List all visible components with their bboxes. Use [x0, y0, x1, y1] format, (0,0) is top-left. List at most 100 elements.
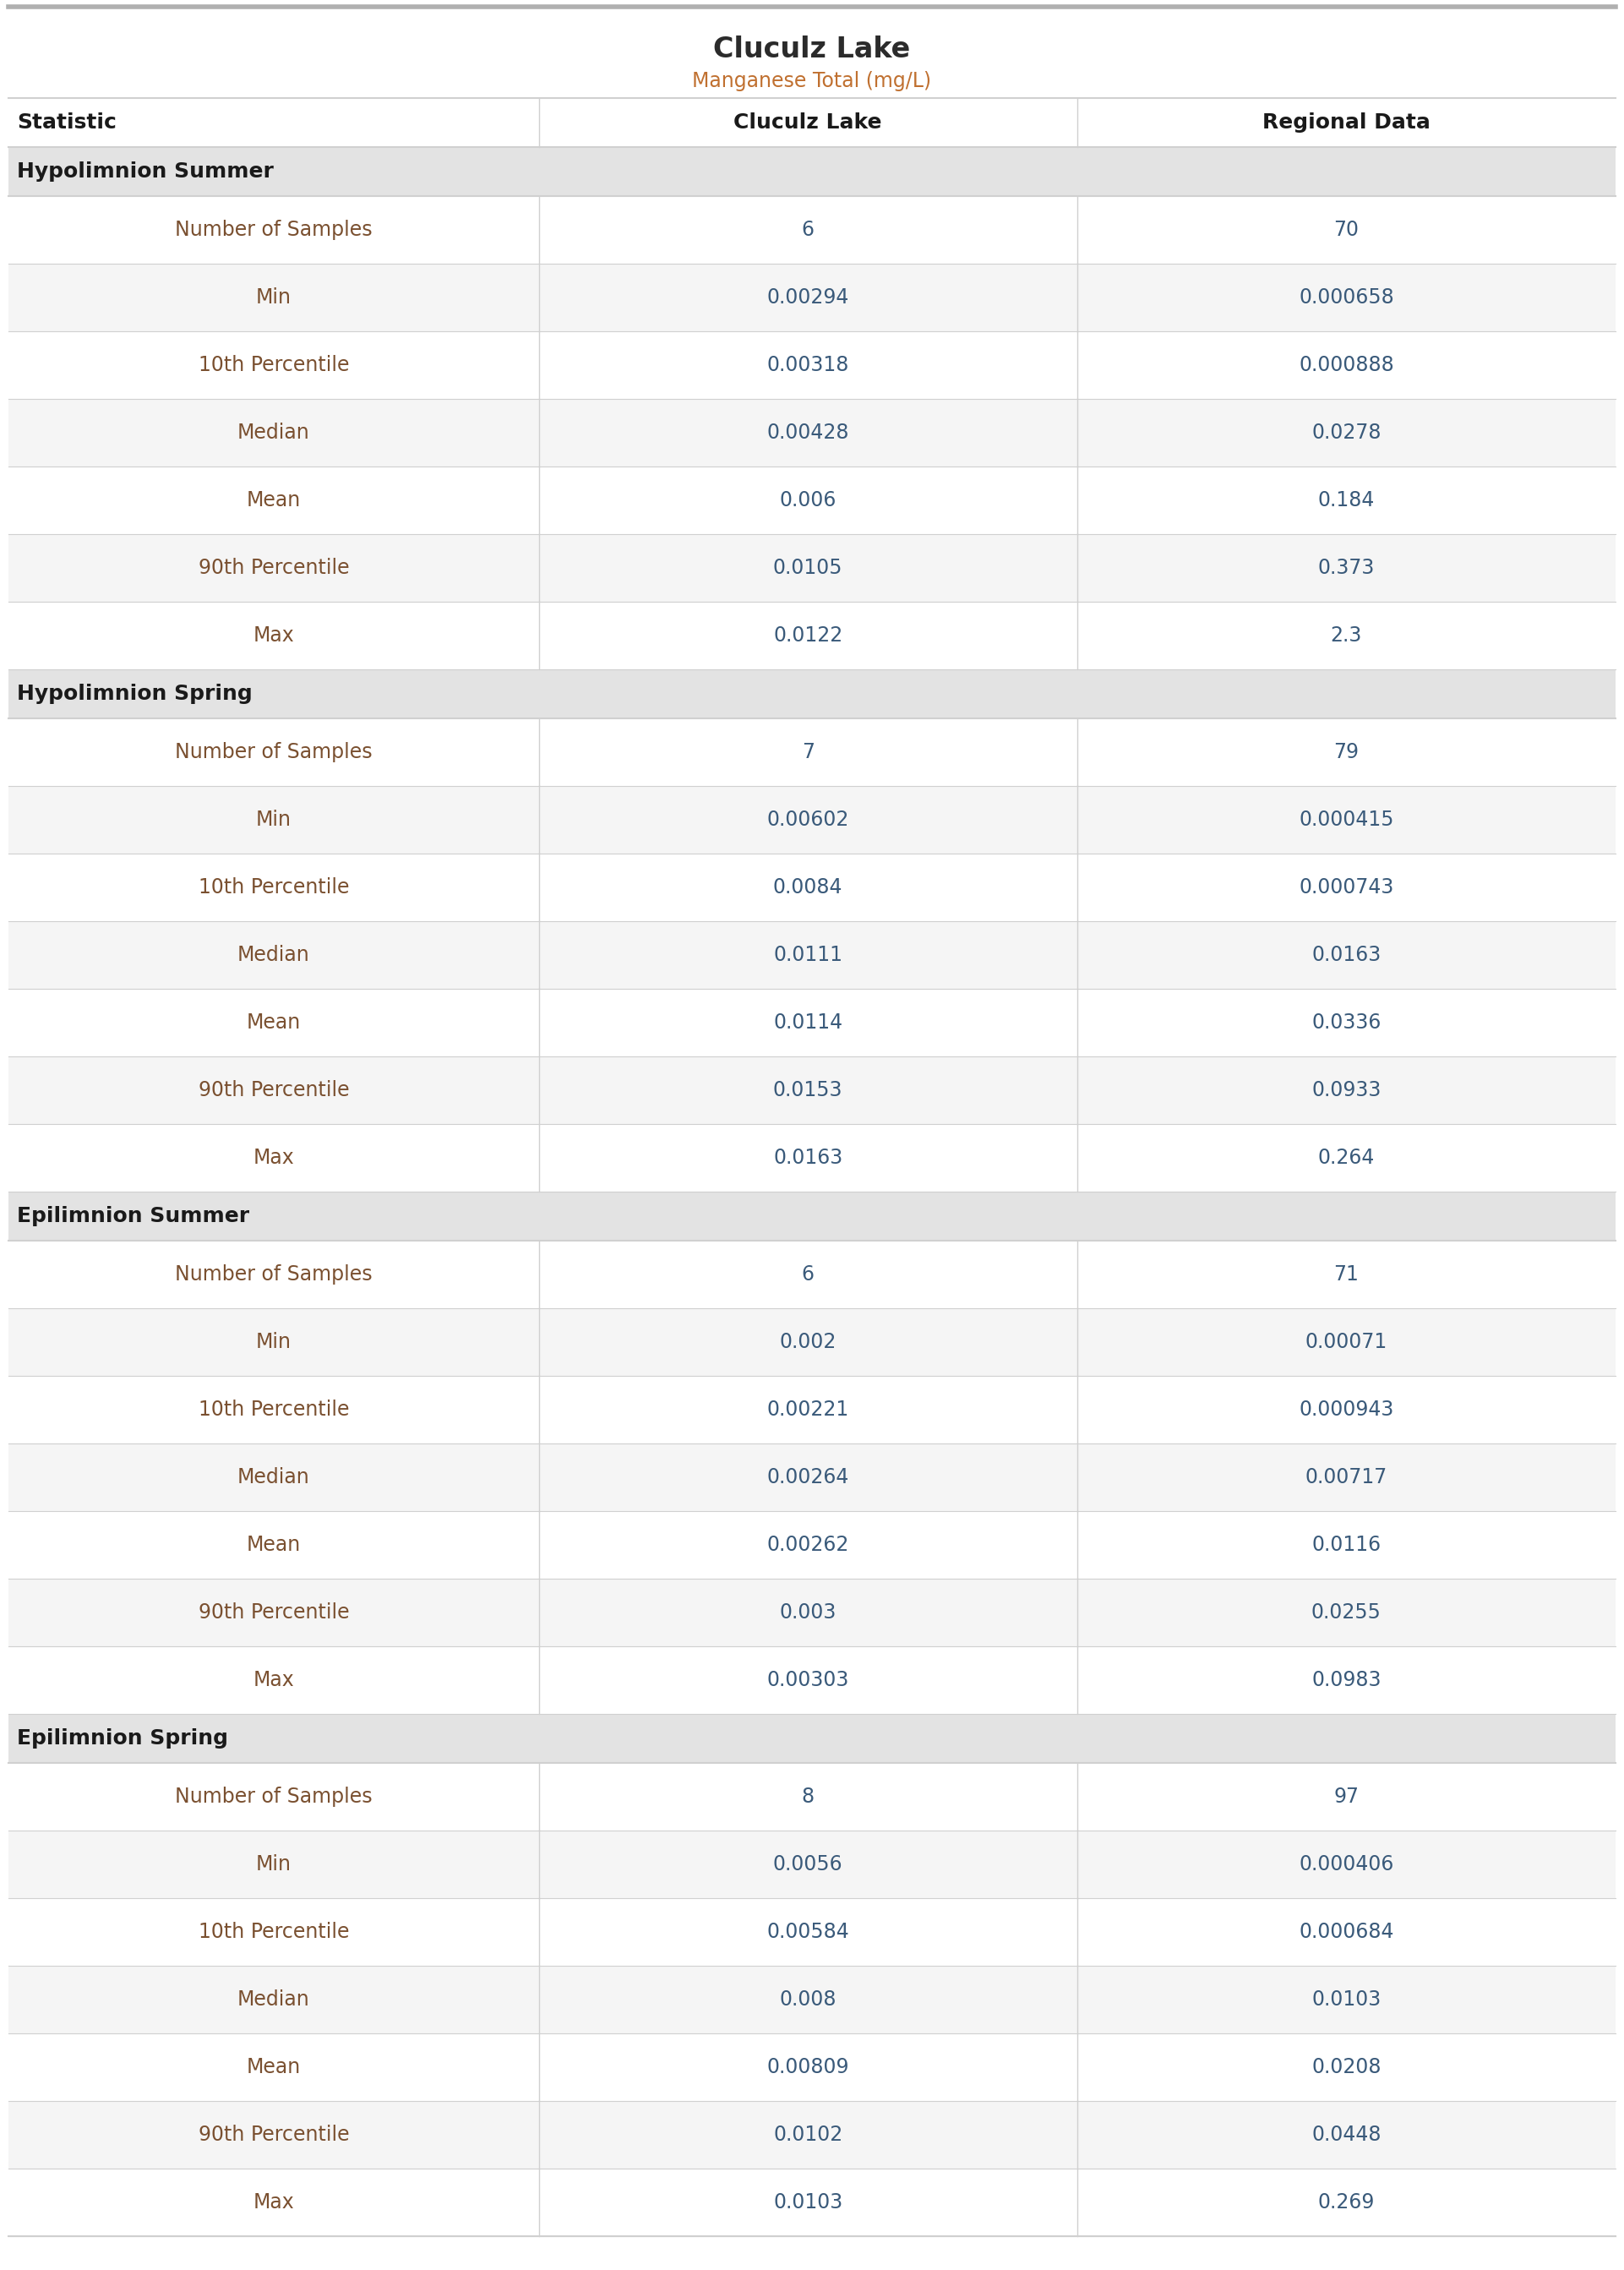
Text: 0.0084: 0.0084 — [773, 876, 843, 897]
Text: 0.0103: 0.0103 — [773, 2193, 843, 2213]
Text: 0.0105: 0.0105 — [773, 558, 843, 579]
Text: 10th Percentile: 10th Percentile — [198, 1401, 349, 1419]
Text: 0.00221: 0.00221 — [767, 1401, 849, 1419]
Bar — [8, 1512, 1616, 1578]
Text: 0.006: 0.006 — [780, 490, 836, 511]
Text: Mean: Mean — [247, 490, 300, 511]
Text: 0.000406: 0.000406 — [1299, 1855, 1393, 1875]
Text: Median: Median — [237, 1466, 310, 1487]
Bar — [8, 670, 1616, 717]
Bar — [8, 1578, 1616, 1646]
Bar — [8, 922, 1616, 990]
Text: 10th Percentile: 10th Percentile — [198, 354, 349, 375]
Text: Number of Samples: Number of Samples — [175, 742, 372, 763]
Bar — [8, 1830, 1616, 1898]
Text: Mean: Mean — [247, 1012, 300, 1033]
Text: 0.0114: 0.0114 — [773, 1012, 843, 1033]
Bar — [8, 1898, 1616, 1966]
Bar — [8, 2102, 1616, 2168]
Text: 0.00584: 0.00584 — [767, 1923, 849, 1943]
Text: 0.0278: 0.0278 — [1312, 422, 1382, 443]
Text: 0.0933: 0.0933 — [1312, 1081, 1380, 1101]
Text: 0.00602: 0.00602 — [767, 810, 849, 831]
Text: 0.000943: 0.000943 — [1299, 1401, 1393, 1419]
Text: 0.000658: 0.000658 — [1299, 288, 1393, 309]
Text: Manganese Total (mg/L): Manganese Total (mg/L) — [692, 70, 932, 91]
Text: 0.000415: 0.000415 — [1299, 810, 1393, 831]
Bar — [8, 785, 1616, 854]
Text: 0.264: 0.264 — [1319, 1149, 1376, 1169]
Bar — [8, 1376, 1616, 1444]
Text: Min: Min — [257, 810, 291, 831]
Text: 8: 8 — [802, 1786, 814, 1807]
Text: 0.0056: 0.0056 — [773, 1855, 843, 1875]
Bar — [8, 717, 1616, 785]
Text: 90th Percentile: 90th Percentile — [198, 1603, 349, 1623]
Bar — [8, 533, 1616, 602]
Text: Epilimnion Summer: Epilimnion Summer — [16, 1205, 250, 1226]
Text: Max: Max — [253, 2193, 294, 2213]
Text: 0.0336: 0.0336 — [1312, 1012, 1380, 1033]
Text: Number of Samples: Number of Samples — [175, 1786, 372, 1807]
Text: 71: 71 — [1333, 1264, 1359, 1285]
Text: 0.00071: 0.00071 — [1306, 1332, 1387, 1353]
Bar — [8, 1124, 1616, 1192]
Bar — [8, 1308, 1616, 1376]
Text: 0.00318: 0.00318 — [767, 354, 849, 375]
Text: 0.0983: 0.0983 — [1312, 1671, 1382, 1691]
Text: 0.003: 0.003 — [780, 1603, 836, 1623]
Text: 10th Percentile: 10th Percentile — [198, 876, 349, 897]
Text: Regional Data: Regional Data — [1262, 114, 1431, 132]
Text: 0.0448: 0.0448 — [1312, 2125, 1382, 2145]
Bar — [8, 1242, 1616, 1308]
Text: Cluculz Lake: Cluculz Lake — [734, 114, 882, 132]
Text: Max: Max — [253, 1149, 294, 1169]
Bar — [8, 468, 1616, 533]
Text: 0.0122: 0.0122 — [773, 627, 843, 645]
Text: 0.0163: 0.0163 — [1312, 944, 1380, 965]
Bar — [8, 1444, 1616, 1512]
Bar — [8, 1764, 1616, 1830]
Text: 0.00294: 0.00294 — [767, 288, 849, 309]
Text: 2.3: 2.3 — [1330, 627, 1363, 645]
Text: 10th Percentile: 10th Percentile — [198, 1923, 349, 1943]
Text: 0.0103: 0.0103 — [1312, 1989, 1380, 2009]
Text: Median: Median — [237, 944, 310, 965]
Text: Min: Min — [257, 1855, 291, 1875]
Text: 0.00717: 0.00717 — [1306, 1466, 1387, 1487]
Text: 90th Percentile: 90th Percentile — [198, 558, 349, 579]
Text: 6: 6 — [802, 1264, 814, 1285]
Text: Cluculz Lake: Cluculz Lake — [713, 34, 911, 64]
Text: Max: Max — [253, 627, 294, 645]
Text: 79: 79 — [1333, 742, 1359, 763]
Bar — [8, 602, 1616, 670]
Text: Hypolimnion Summer: Hypolimnion Summer — [16, 161, 274, 182]
Bar — [8, 400, 1616, 468]
Text: 0.002: 0.002 — [780, 1332, 836, 1353]
Text: Mean: Mean — [247, 2057, 300, 2077]
Text: Number of Samples: Number of Samples — [175, 220, 372, 241]
Bar — [8, 1056, 1616, 1124]
Text: 90th Percentile: 90th Percentile — [198, 1081, 349, 1101]
Text: 0.0163: 0.0163 — [773, 1149, 843, 1169]
Text: 0.000743: 0.000743 — [1299, 876, 1393, 897]
Bar — [8, 854, 1616, 922]
Bar — [8, 1966, 1616, 2034]
Bar — [8, 263, 1616, 331]
Text: Statistic: Statistic — [16, 114, 117, 132]
Bar — [8, 1192, 1616, 1242]
Text: 70: 70 — [1333, 220, 1359, 241]
Text: 0.0111: 0.0111 — [773, 944, 843, 965]
Text: Number of Samples: Number of Samples — [175, 1264, 372, 1285]
Text: 0.00809: 0.00809 — [767, 2057, 849, 2077]
Text: 0.000684: 0.000684 — [1299, 1923, 1393, 1943]
Text: 97: 97 — [1333, 1786, 1359, 1807]
Text: 0.00428: 0.00428 — [767, 422, 849, 443]
Bar — [8, 1646, 1616, 1714]
Text: Median: Median — [237, 422, 310, 443]
Bar — [8, 1714, 1616, 1764]
Text: 0.008: 0.008 — [780, 1989, 836, 2009]
Text: 0.0116: 0.0116 — [1312, 1535, 1380, 1555]
Text: 0.0102: 0.0102 — [773, 2125, 843, 2145]
Text: 0.269: 0.269 — [1319, 2193, 1376, 2213]
